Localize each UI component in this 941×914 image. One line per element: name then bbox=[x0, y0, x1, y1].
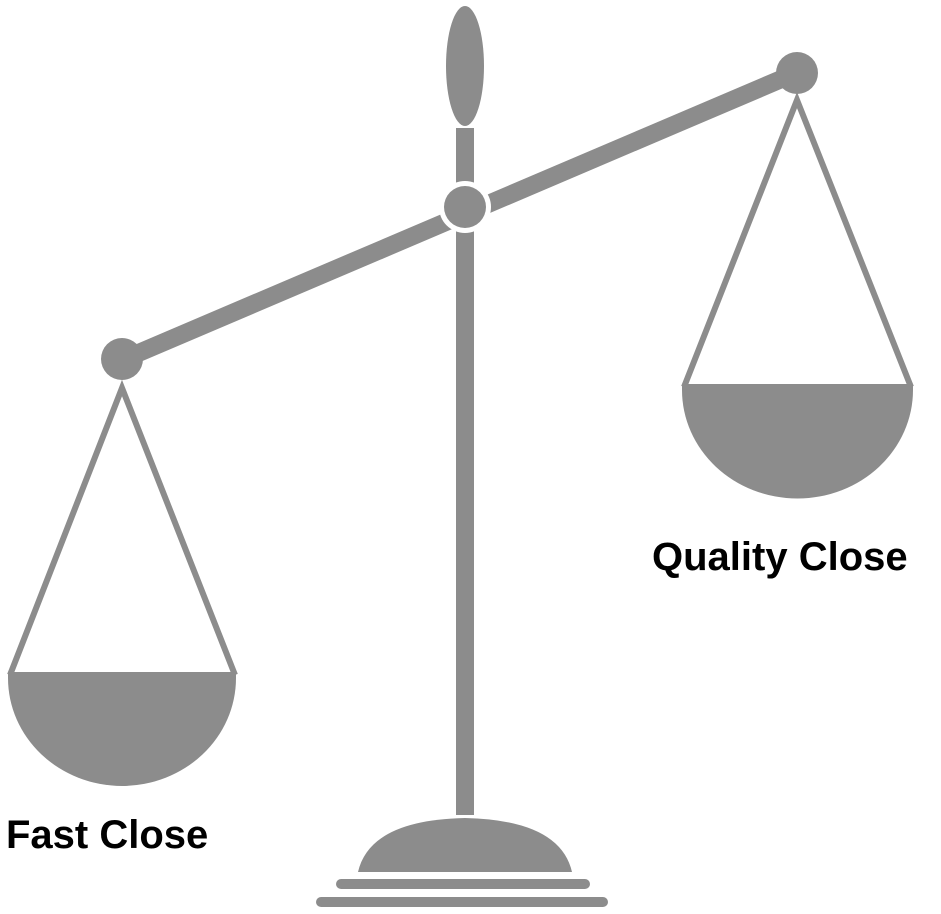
balance-scale-diagram: Fast Close Quality Close bbox=[0, 0, 941, 914]
left-strings bbox=[10, 388, 235, 675]
left-pan bbox=[8, 672, 236, 786]
base-plate-2 bbox=[316, 897, 608, 907]
scale bbox=[8, 6, 913, 907]
finial bbox=[446, 6, 484, 126]
beam-end-right bbox=[776, 52, 818, 94]
base-plate-1 bbox=[336, 879, 590, 889]
right-strings bbox=[684, 100, 911, 387]
pivot bbox=[444, 186, 486, 228]
right-pan bbox=[682, 384, 913, 498]
right-label: Quality Close bbox=[652, 535, 908, 579]
beam-end-left bbox=[101, 338, 143, 380]
left-label: Fast Close bbox=[6, 813, 208, 857]
base-dome bbox=[358, 818, 572, 872]
